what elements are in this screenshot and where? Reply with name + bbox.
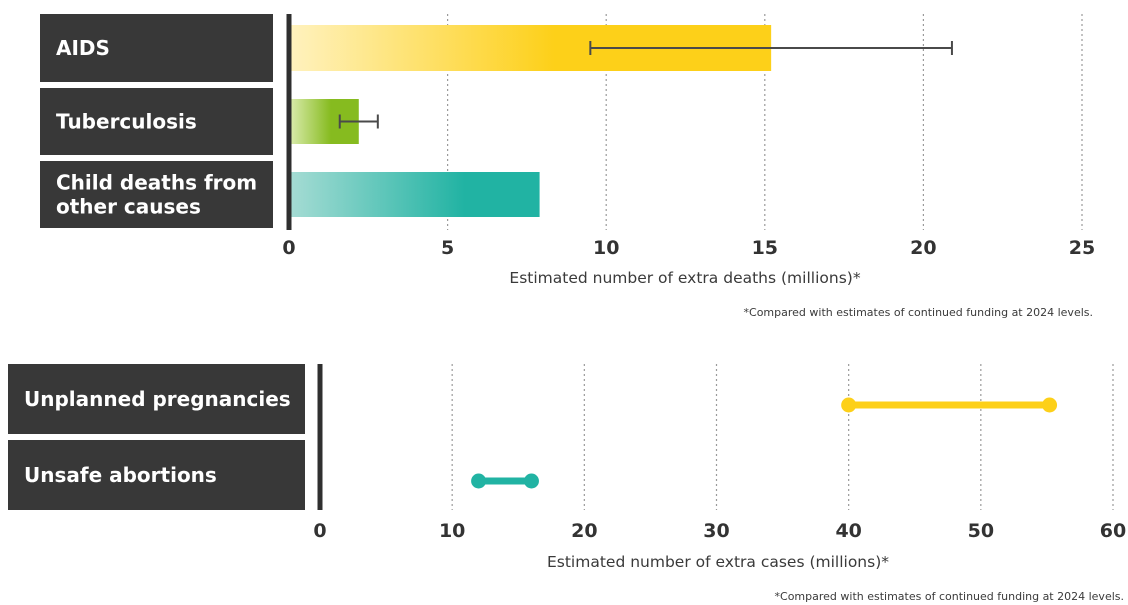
bar: [289, 172, 540, 217]
tick-label: 25: [1069, 237, 1095, 259]
range-high-point: [1042, 397, 1058, 413]
x-axis-title: Estimated number of extra deaths (millio…: [509, 269, 860, 287]
tick-label: 10: [593, 237, 619, 259]
tick-label: 15: [752, 237, 778, 259]
range-low-point: [471, 473, 487, 489]
category-label-box: [40, 161, 273, 228]
category-label-box: [8, 364, 305, 434]
category-label: Child deaths from: [56, 171, 257, 195]
extra-cases-chart: Unplanned pregnancies Unsafe abortions 0 10…: [8, 364, 1126, 603]
tick-label: 10: [439, 520, 465, 542]
category-label-box: [40, 88, 273, 155]
footnote: *Compared with estimates of continued fu…: [775, 590, 1124, 603]
category-label-box: [40, 14, 273, 82]
category-label: Unplanned pregnancies: [24, 387, 291, 411]
tick-label: 50: [968, 520, 994, 542]
tick-label: 60: [1100, 520, 1126, 542]
tick-label: 40: [835, 520, 861, 542]
tick-label: 20: [910, 237, 936, 259]
range-high-point: [523, 473, 539, 489]
x-axis-title: Estimated number of extra cases (million…: [547, 553, 889, 571]
range-low-point: [841, 397, 857, 413]
category-label: other causes: [56, 195, 201, 219]
tick-label: 30: [703, 520, 729, 542]
category-label: AIDS: [56, 36, 110, 60]
category-label: Unsafe abortions: [24, 463, 217, 487]
category-label-box: [8, 440, 305, 510]
tick-label: 5: [441, 237, 454, 259]
tick-label: 0: [282, 237, 295, 259]
tick-label: 20: [571, 520, 597, 542]
tick-label: 0: [313, 520, 326, 542]
category-label: Tuberculosis: [56, 110, 197, 134]
footnote: *Compared with estimates of continued fu…: [744, 306, 1093, 319]
